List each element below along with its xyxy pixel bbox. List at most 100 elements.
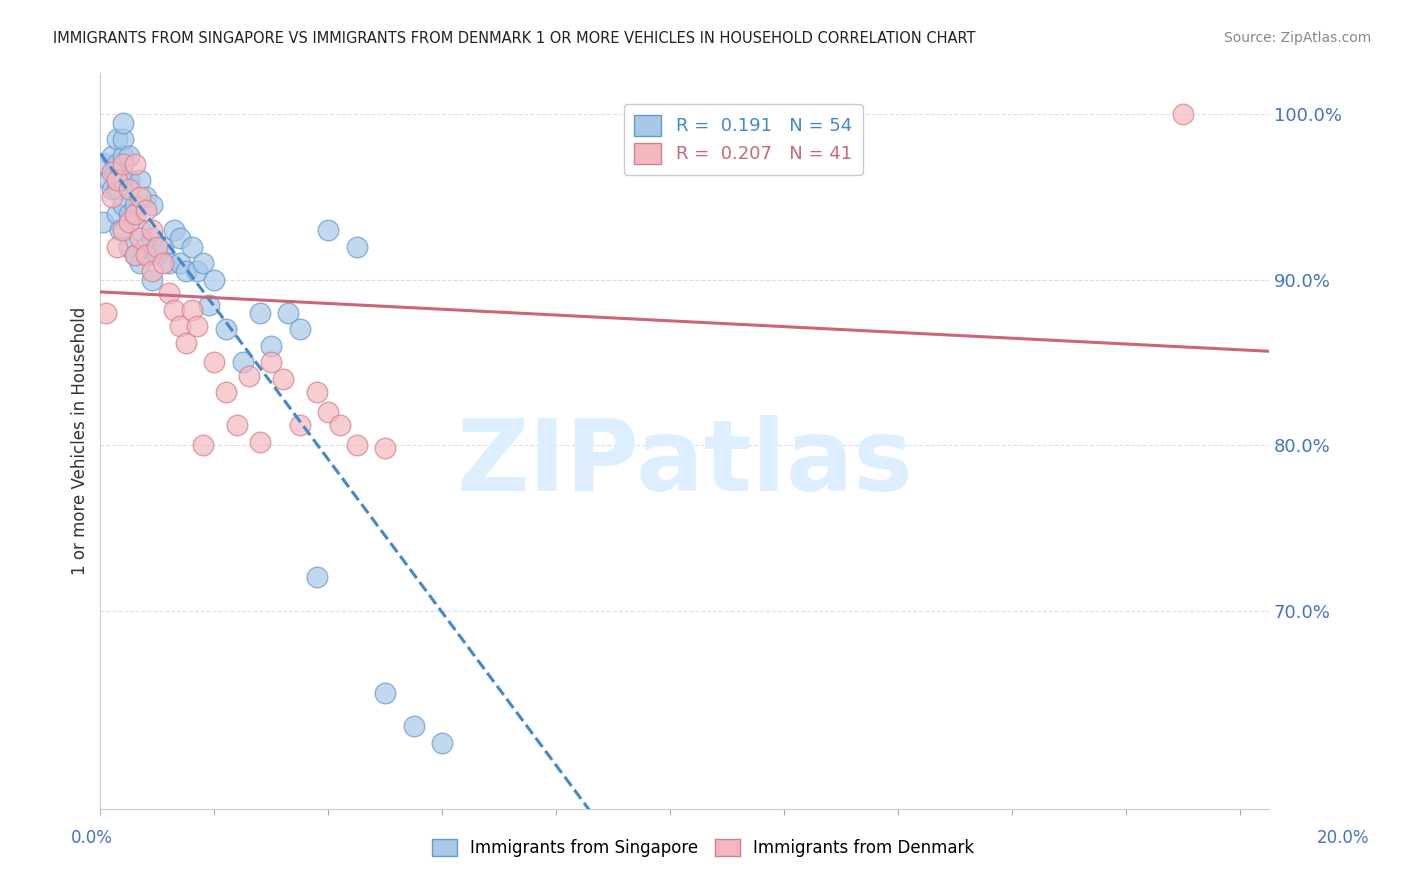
Text: 20.0%: 20.0%	[1316, 829, 1369, 847]
Point	[141, 273, 163, 287]
Point	[129, 231, 152, 245]
Point	[249, 434, 271, 449]
Point	[226, 418, 249, 433]
Point	[169, 319, 191, 334]
Point	[191, 256, 214, 270]
Point	[107, 173, 129, 187]
Point	[124, 248, 146, 262]
Point	[374, 442, 396, 456]
Point	[124, 248, 146, 262]
Point	[107, 182, 129, 196]
Point	[112, 198, 135, 212]
Point	[97, 173, 120, 187]
Point	[260, 355, 283, 369]
Point	[124, 198, 146, 212]
Point	[157, 256, 180, 270]
Point	[112, 132, 135, 146]
Text: IMMIGRANTS FROM SINGAPORE VS IMMIGRANTS FROM DENMARK 1 OR MORE VEHICLES IN HOUSE: IMMIGRANTS FROM SINGAPORE VS IMMIGRANTS …	[53, 31, 976, 46]
Point	[107, 206, 129, 220]
Point	[163, 223, 186, 237]
Point	[346, 438, 368, 452]
Point	[110, 223, 132, 237]
Point	[180, 240, 202, 254]
Point	[169, 231, 191, 245]
Point	[107, 240, 129, 254]
Point	[107, 157, 129, 171]
Point	[186, 264, 208, 278]
Point	[91, 215, 114, 229]
Point	[277, 306, 299, 320]
Point	[374, 686, 396, 700]
Point	[157, 285, 180, 300]
Point	[197, 297, 219, 311]
Point	[112, 173, 135, 187]
Text: 0.0%: 0.0%	[70, 829, 112, 847]
Point	[100, 182, 122, 196]
Point	[129, 190, 152, 204]
Point	[118, 240, 141, 254]
Point	[346, 240, 368, 254]
Point	[129, 173, 152, 187]
Point	[129, 256, 152, 270]
Point	[112, 115, 135, 129]
Point	[305, 570, 328, 584]
Point	[260, 339, 283, 353]
Point	[94, 157, 117, 171]
Point	[329, 418, 352, 433]
Point	[215, 385, 238, 400]
Point	[191, 438, 214, 452]
Point	[174, 335, 197, 350]
Point	[163, 302, 186, 317]
Y-axis label: 1 or more Vehicles in Household: 1 or more Vehicles in Household	[72, 307, 89, 575]
Text: ZIPatlas: ZIPatlas	[456, 415, 912, 512]
Point	[135, 248, 157, 262]
Point	[180, 302, 202, 317]
Point	[152, 256, 174, 270]
Point	[118, 173, 141, 187]
Point	[118, 182, 141, 196]
Point	[124, 157, 146, 171]
Point	[318, 405, 340, 419]
Point	[135, 190, 157, 204]
Point	[432, 736, 454, 750]
Point	[94, 306, 117, 320]
Point	[169, 256, 191, 270]
Point	[152, 240, 174, 254]
Point	[141, 198, 163, 212]
Point	[288, 322, 311, 336]
Point	[271, 372, 294, 386]
Point	[141, 231, 163, 245]
Point	[104, 165, 127, 179]
Point	[112, 223, 135, 237]
Point	[107, 132, 129, 146]
Point	[141, 223, 163, 237]
Point	[249, 306, 271, 320]
Point	[100, 190, 122, 204]
Point	[141, 264, 163, 278]
Point	[112, 149, 135, 163]
Legend: R =  0.191   N = 54, R =  0.207   N = 41: R = 0.191 N = 54, R = 0.207 N = 41	[623, 104, 863, 175]
Point	[202, 355, 225, 369]
Point	[118, 149, 141, 163]
Text: Source: ZipAtlas.com: Source: ZipAtlas.com	[1223, 31, 1371, 45]
Point	[135, 240, 157, 254]
Point	[174, 264, 197, 278]
Point	[215, 322, 238, 336]
Point	[146, 248, 169, 262]
Point	[112, 157, 135, 171]
Point	[186, 319, 208, 334]
Point	[118, 215, 141, 229]
Point	[146, 240, 169, 254]
Point	[288, 418, 311, 433]
Point	[318, 223, 340, 237]
Point	[232, 355, 254, 369]
Point	[124, 206, 146, 220]
Point	[1173, 107, 1195, 121]
Point	[238, 368, 260, 383]
Point	[305, 385, 328, 400]
Point	[100, 165, 122, 179]
Point	[100, 149, 122, 163]
Point	[202, 273, 225, 287]
Point	[402, 719, 425, 733]
Point	[135, 203, 157, 218]
